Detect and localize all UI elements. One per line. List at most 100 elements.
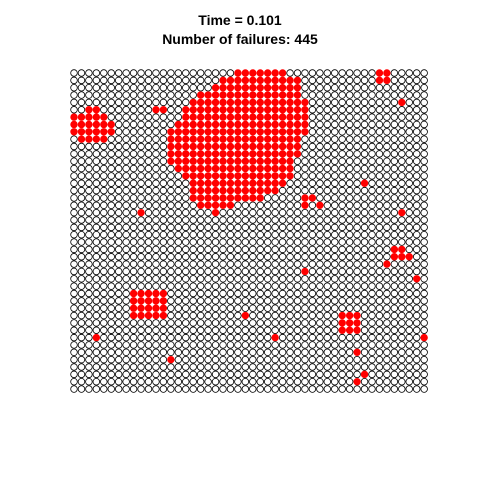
ok-point [167,238,175,246]
ok-point [413,186,421,195]
ok-point [129,142,138,151]
ok-point [219,311,227,320]
ok-point [196,83,205,92]
ok-point [211,297,220,305]
ok-point [383,150,391,158]
ok-point [353,341,361,349]
ok-point [129,326,138,334]
ok-point [293,238,302,246]
ok-point [345,223,354,232]
failed-point [375,76,384,85]
ok-point [286,378,294,386]
ok-point [159,363,168,371]
ok-point [196,230,205,239]
failed-point [226,142,235,151]
ok-point [383,363,391,371]
ok-point [92,289,101,298]
ok-point [383,370,391,379]
ok-point [420,194,428,202]
failed-point [219,201,227,209]
ok-point [92,98,101,107]
ok-point [159,157,168,165]
ok-point [345,98,354,107]
ok-point [360,135,369,143]
failed-point [293,150,302,158]
ok-point [219,341,227,349]
ok-point [301,150,309,158]
ok-point [420,142,428,151]
ok-point [286,348,294,356]
failed-point [286,164,294,173]
failed-point [256,91,264,99]
ok-point [114,135,123,143]
failed-point [137,289,145,298]
ok-point [152,267,160,276]
ok-point [398,157,406,165]
ok-point [152,348,160,356]
ok-point [368,304,376,312]
ok-point [390,341,399,349]
ok-point [264,341,272,349]
ok-point [204,304,212,312]
failed-point [182,142,190,151]
failed-point [398,98,406,107]
ok-point [189,216,197,224]
ok-point [375,260,384,268]
ok-point [420,164,428,173]
ok-point [144,363,153,371]
ok-point [114,179,123,187]
ok-point [249,208,257,217]
ok-point [353,238,361,246]
ok-point [413,378,421,386]
ok-point [420,230,428,239]
failed-point [264,128,272,136]
failed-point [211,128,220,136]
ok-point [353,216,361,224]
ok-point [331,289,339,298]
ok-point [182,83,190,92]
ok-point [122,194,130,202]
ok-point [85,142,93,151]
ok-point [107,253,115,261]
ok-point [301,238,309,246]
ok-point [368,363,376,371]
ok-point [174,348,182,356]
ok-point [144,83,153,92]
ok-point [338,289,346,298]
ok-point [100,223,108,232]
failed-point [293,135,302,143]
ok-point [308,297,317,305]
ok-point [375,326,384,334]
ok-point [368,385,376,393]
ok-point [413,326,421,334]
ok-point [360,230,369,239]
ok-point [368,98,376,107]
ok-point [286,201,294,209]
ok-point [159,135,168,143]
ok-point [375,142,384,151]
ok-point [323,98,331,107]
ok-point [144,186,153,195]
ok-point [323,311,331,320]
ok-point [420,355,428,364]
ok-point [271,363,279,371]
ok-point [144,179,153,187]
failed-point [286,106,294,114]
ok-point [323,83,331,92]
ok-point [405,76,413,85]
ok-point [204,378,212,386]
ok-point [375,98,384,107]
ok-point [182,186,190,195]
ok-point [70,179,78,187]
failed-point [129,304,138,312]
ok-point [129,385,138,393]
ok-point [301,157,309,165]
ok-point [353,98,361,107]
failed-point [219,194,227,202]
ok-point [137,378,145,386]
ok-point [353,370,361,379]
failed-point [338,326,346,334]
ok-point [353,355,361,364]
ok-point [122,355,130,364]
ok-point [226,216,235,224]
